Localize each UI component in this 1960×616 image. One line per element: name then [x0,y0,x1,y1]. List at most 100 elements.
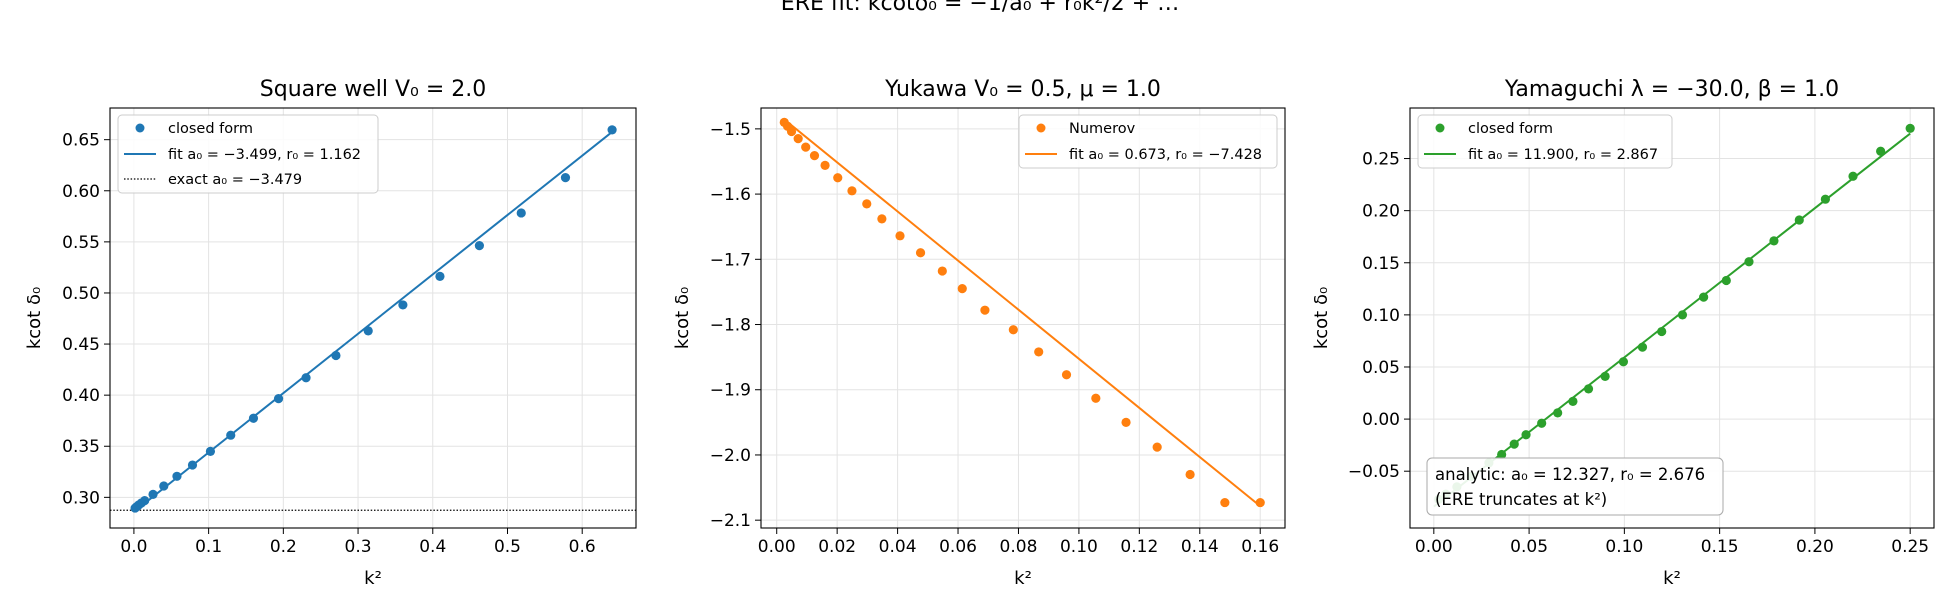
x-tick-label: 0.20 [1796,537,1834,557]
data-point [1553,408,1563,418]
legend-label-fit: fit a₀ = 11.900, r₀ = 2.867 [1468,147,1658,163]
data-point [1521,430,1531,440]
data-point [801,142,811,152]
ticks: 0.0 0.1 0.2 0.3 0.4 0.5 0.6 0.30 0.35 0.40 0.45 0.5… [62,131,596,557]
plot-frame [1409,107,1935,529]
x-axis-label: k² [1014,568,1032,589]
data-point [1600,371,1610,381]
panel-yamaguchi: Yamaguchi λ = −30.0, β = 1.0 0.00 0.05 0.1… [1311,77,1935,589]
y-tick-label: −2.1 [710,511,751,531]
legend: closed form fit a₀ = 11.900, r₀ = 2.867 [1417,114,1673,169]
x-tick-label: 0.06 [939,537,977,557]
data-point [915,248,926,258]
fit-line [783,118,1261,507]
x-tick-label: 0.15 [1701,537,1739,557]
legend-box [1417,114,1673,169]
legend: Numerov fit a₀ = 0.673, r₀ = −7.428 [1018,114,1278,169]
data-point [1699,292,1709,302]
data-point [1657,326,1667,337]
ticks: 0.00 0.02 0.04 0.06 0.08 0.10 0.12 0.14 0.16 −2.1… [710,120,1279,557]
data-point [398,300,408,310]
data-point [474,241,484,251]
data-point [833,173,843,183]
annotation-box [1426,457,1724,516]
legend-label-points: closed form [1468,121,1553,137]
data-point [1583,384,1594,394]
y-tick-label: 0.40 [62,386,100,406]
y-axis-label: kcot δ₀ [672,287,693,349]
y-tick-label: −1.9 [710,381,751,401]
data-point [1848,171,1858,181]
data-point [809,151,820,161]
y-tick-label: 0.20 [1362,202,1400,222]
data-point [1220,497,1230,508]
data-point [1255,497,1265,508]
y-tick-label: 0.55 [62,233,100,253]
x-tick-label: 0.5 [494,537,521,557]
x-axis-label: k² [1663,568,1681,589]
y-tick-label: 0.10 [1362,306,1400,326]
data-point [1744,257,1754,267]
x-tick-label: 0.4 [419,537,446,557]
legend-label-reference: exact a₀ = −3.479 [168,172,302,188]
data-point [435,271,445,282]
x-tick-label: 0.10 [1605,537,1643,557]
x-tick-label: 0.6 [569,537,596,557]
data-point [148,489,158,499]
panel-yukawa: Yukawa V₀ = 0.5, μ = 1.0 0.00 0.02 0.04 0.0… [672,77,1286,589]
x-tick-label: 0.10 [1060,537,1098,557]
data-point [172,471,182,481]
data-point [1509,439,1519,449]
legend-label-points: closed form [168,121,253,137]
data-point [1121,417,1131,427]
data-point [1568,396,1578,406]
data-point [560,172,571,183]
x-tick-label: 0.00 [758,537,796,557]
x-tick-label: 0.2 [270,537,297,557]
data-point [226,430,236,440]
y-tick-label: −1.7 [710,250,751,270]
y-tick-label: −0.05 [1348,462,1400,482]
data-point [1185,469,1195,480]
data-point [159,481,169,491]
annotation-line-1: analytic: a₀ = 12.327, r₀ = 2.676 [1435,465,1705,484]
y-tick-label: 0.50 [62,284,100,304]
data-point [1618,357,1629,367]
data-point [980,305,990,315]
legend-marker-points [1036,123,1046,133]
data-point [1008,325,1018,335]
data-point [248,413,259,423]
data-point [877,214,887,224]
ticks: 0.00 0.05 0.10 0.15 0.20 0.25 −0.05 0.00 0.05 0.1… [1348,150,1929,557]
legend-label-fit: fit a₀ = 0.673, r₀ = −7.428 [1069,147,1262,163]
points-group [130,125,617,513]
y-tick-label: 0.05 [1362,358,1400,378]
data-point [793,134,803,144]
points-group [779,117,1265,508]
y-tick-label: 0.65 [62,131,100,151]
data-point [273,394,284,404]
data-point [1721,275,1731,286]
x-tick-label: 0.3 [345,537,372,557]
grid [761,108,1285,528]
y-tick-label: 0.30 [62,488,100,508]
legend-box [1018,114,1278,169]
y-tick-label: −1.6 [710,185,751,205]
x-tick-label: 0.04 [879,537,917,557]
data-point [1034,347,1044,357]
data-point [847,186,857,196]
x-tick-label: 0.25 [1891,537,1929,557]
annotation: analytic: a₀ = 12.327, r₀ = 2.676 (ERE t… [1426,457,1724,516]
data-point [1769,236,1779,246]
data-point [957,284,967,294]
data-point [1497,449,1507,460]
figure-suptitle: ERE fit: kcotδ₀ = −1/a₀ + r₀k²/2 + … [781,0,1179,16]
data-point [862,199,872,209]
plot-frame [109,107,637,529]
fit-line [1433,132,1911,508]
data-point [363,326,373,336]
x-axis-label: k² [364,568,382,589]
y-tick-label: 0.00 [1362,410,1400,430]
legend-marker-points [135,123,145,133]
data-point [136,498,146,508]
